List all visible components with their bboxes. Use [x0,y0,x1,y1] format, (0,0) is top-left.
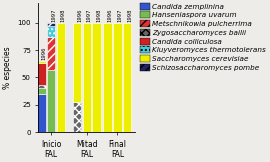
Bar [37,88,46,94]
Bar [83,23,91,132]
Text: 1996: 1996 [42,46,46,60]
Bar [47,70,55,132]
Bar [47,37,55,70]
Bar [123,23,131,132]
Bar [47,23,55,26]
Bar [37,85,46,88]
Bar [73,23,81,102]
Legend: Candida zemplinina, Hanseniaspora uvarum, Metschnikowia pulcherrima, Zygosacchar: Candida zemplinina, Hanseniaspora uvarum… [140,3,266,71]
Bar [113,23,122,132]
Text: 1998: 1998 [96,8,102,22]
Text: 1998: 1998 [127,8,132,22]
Bar [37,61,46,63]
Text: 1997: 1997 [87,8,92,22]
Text: 1996: 1996 [108,8,113,22]
Bar [37,94,46,132]
Bar [103,23,112,132]
Text: 1997: 1997 [51,8,56,22]
Bar [47,26,55,37]
Bar [57,23,65,132]
Text: 1996: 1996 [77,8,82,22]
Text: 1997: 1997 [117,8,122,22]
Y-axis label: % especies: % especies [3,46,12,89]
Bar [37,63,46,85]
Bar [92,23,101,132]
Text: 1998: 1998 [61,8,66,22]
Bar [73,102,81,132]
